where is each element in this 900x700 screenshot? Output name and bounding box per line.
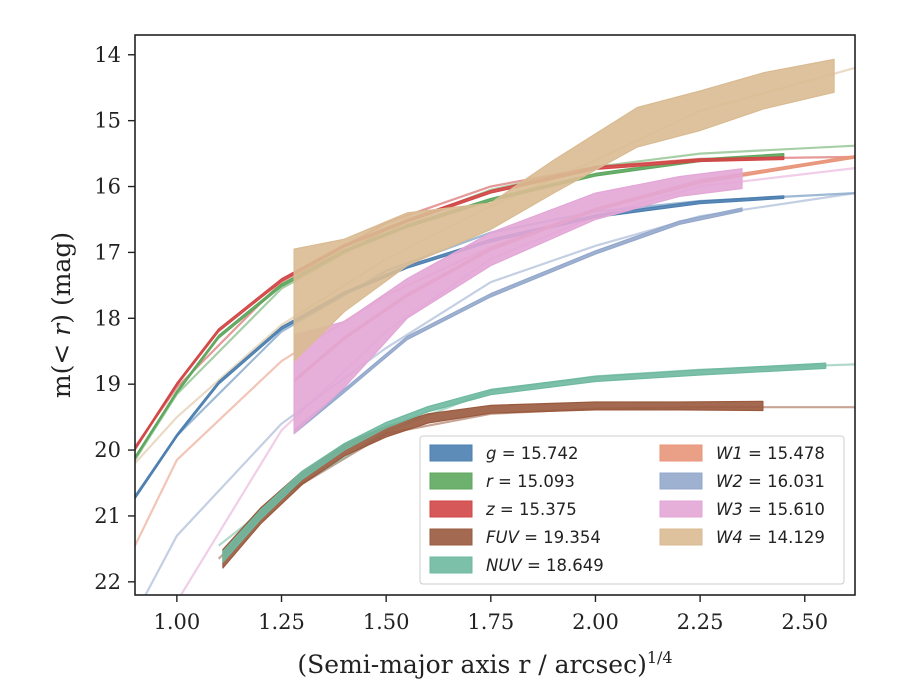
y-tick-label: 20: [94, 438, 121, 462]
legend-label: W4 = 14.129: [716, 528, 825, 547]
legend-swatch: [659, 444, 703, 462]
data-band-w3: [293, 168, 743, 435]
legend-item-nuv: NUV = 18.649: [429, 556, 604, 575]
legend-swatch: [659, 500, 703, 518]
x-tick-label: 1.25: [258, 610, 305, 634]
data-bands: [135, 58, 855, 569]
legend-swatch: [429, 444, 473, 462]
legend-label: z = 15.375: [485, 500, 577, 519]
data-band-w2: [293, 207, 743, 435]
y-tick-label: 19: [94, 372, 121, 396]
x-tick-label: 2.00: [572, 610, 619, 634]
legend-label: W2 = 16.031: [716, 472, 825, 491]
x-tick-label: 2.25: [677, 610, 724, 634]
y-tick-label: 15: [94, 109, 121, 133]
y-tick-label: 17: [94, 240, 121, 264]
x-axis: 1.00 1.25 1.50 1.75 2.00 2.25 2.50: [153, 595, 828, 634]
y-tick-label: 14: [94, 43, 121, 67]
legend-item-w4: W4 = 14.129: [659, 528, 825, 547]
x-tick-label: 1.75: [467, 610, 514, 634]
plot-frame: [134, 34, 856, 596]
legend-box: [419, 435, 845, 585]
y-tick-label: 16: [94, 175, 121, 199]
x-axis-title: (Semi-major axis r / arcsec)1/4: [297, 648, 672, 679]
legend-label: W3 = 15.610: [716, 500, 825, 519]
legend-swatch: [429, 500, 473, 518]
legend-item-r: r = 15.093: [429, 472, 575, 491]
legend-swatch: [429, 472, 473, 490]
x-tick-label: 1.50: [363, 610, 410, 634]
legend-label: r = 15.093: [486, 472, 575, 491]
legend-swatch: [429, 556, 473, 574]
legend-item-fuv: FUV = 19.354: [429, 528, 601, 547]
y-tick-label: 21: [94, 504, 121, 528]
legend-label: g = 15.742: [486, 444, 579, 463]
legend-item-w2: W2 = 16.031: [659, 472, 825, 491]
legend: g = 15.742 r = 15.093 z = 15.375 FUV = 19.3…: [419, 435, 845, 585]
x-tick-label: 1.00: [153, 610, 200, 634]
x-tick-label: 2.50: [781, 610, 828, 634]
y-tick-label: 22: [94, 570, 121, 594]
data-band-nuv: [222, 362, 827, 563]
legend-swatch: [659, 472, 703, 490]
legend-swatch: [659, 528, 703, 546]
y-axis: 14 15 16 17 18 19 20 21 22: [94, 43, 135, 594]
legend-item-z: z = 15.375: [429, 500, 577, 519]
data-band-w4: [293, 58, 835, 362]
legend-label: FUV = 19.354: [486, 528, 601, 547]
y-tick-label: 18: [94, 306, 121, 330]
legend-swatch: [429, 528, 473, 546]
y-axis-title: m(< r) (mag): [47, 232, 76, 398]
legend-label: NUV = 18.649: [486, 556, 604, 575]
plot-area: [135, 58, 855, 595]
legend-item-w1: W1 = 15.478: [659, 444, 825, 463]
legend-item-w3: W3 = 15.610: [659, 500, 825, 519]
legend-item-g: g = 15.742: [429, 444, 579, 463]
legend-label: W1 = 15.478: [716, 444, 825, 463]
